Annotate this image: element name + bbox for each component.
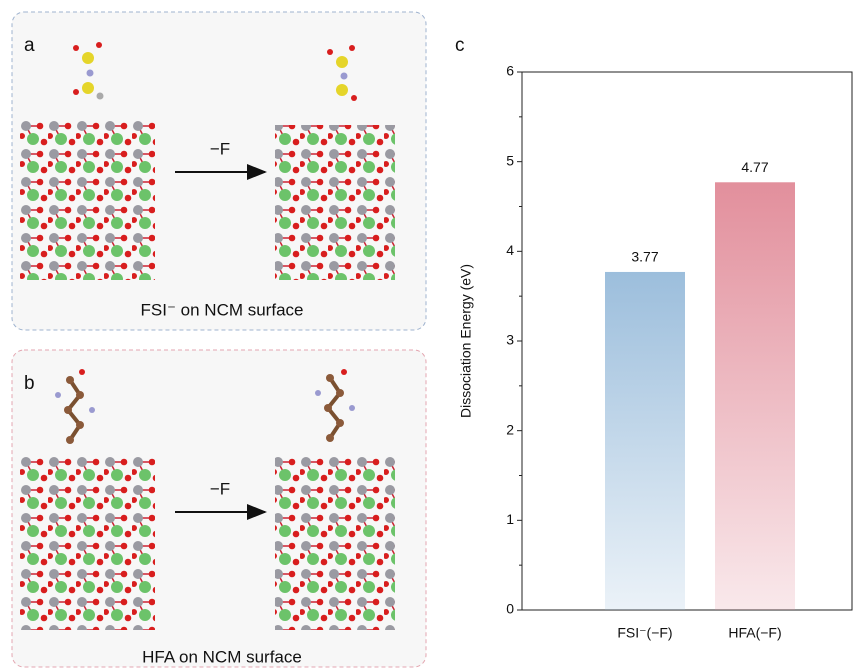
y-axis-title: Dissociation Energy (eV) — [458, 264, 474, 418]
data-label: 3.77 — [631, 249, 658, 265]
caption: HFA on NCM surface — [142, 647, 302, 666]
panel-label: a — [24, 35, 35, 56]
y-tick-label: 3 — [506, 332, 514, 348]
y-tick-label: 6 — [506, 63, 514, 79]
data-label: 4.77 — [741, 159, 768, 175]
x-tick-label: HFA(−F) — [728, 625, 781, 641]
arrow-label: −F — [210, 479, 230, 498]
molecule-illustration — [20, 42, 395, 280]
chart: 0 1 2 3 4 5 6 3.77 FSI⁻(−F) 4.77 HFA(−F) — [506, 63, 795, 641]
plot-frame — [521, 71, 853, 611]
y-tick-label: 5 — [506, 152, 514, 168]
y-tick-label: 0 — [506, 601, 514, 617]
panel-label: c — [455, 35, 465, 56]
y-tick-label: 2 — [506, 421, 514, 437]
molecule-illustration — [20, 369, 395, 630]
caption: FSI⁻ on NCM surface — [141, 300, 304, 319]
arrow-label: −F — [210, 139, 230, 158]
x-tick-label: FSI⁻(−F) — [617, 625, 672, 641]
bar — [715, 182, 795, 611]
panel-label: b — [24, 373, 35, 394]
y-tick-label: 1 — [506, 511, 514, 527]
y-tick-label: 4 — [506, 242, 514, 258]
bar — [605, 271, 685, 610]
